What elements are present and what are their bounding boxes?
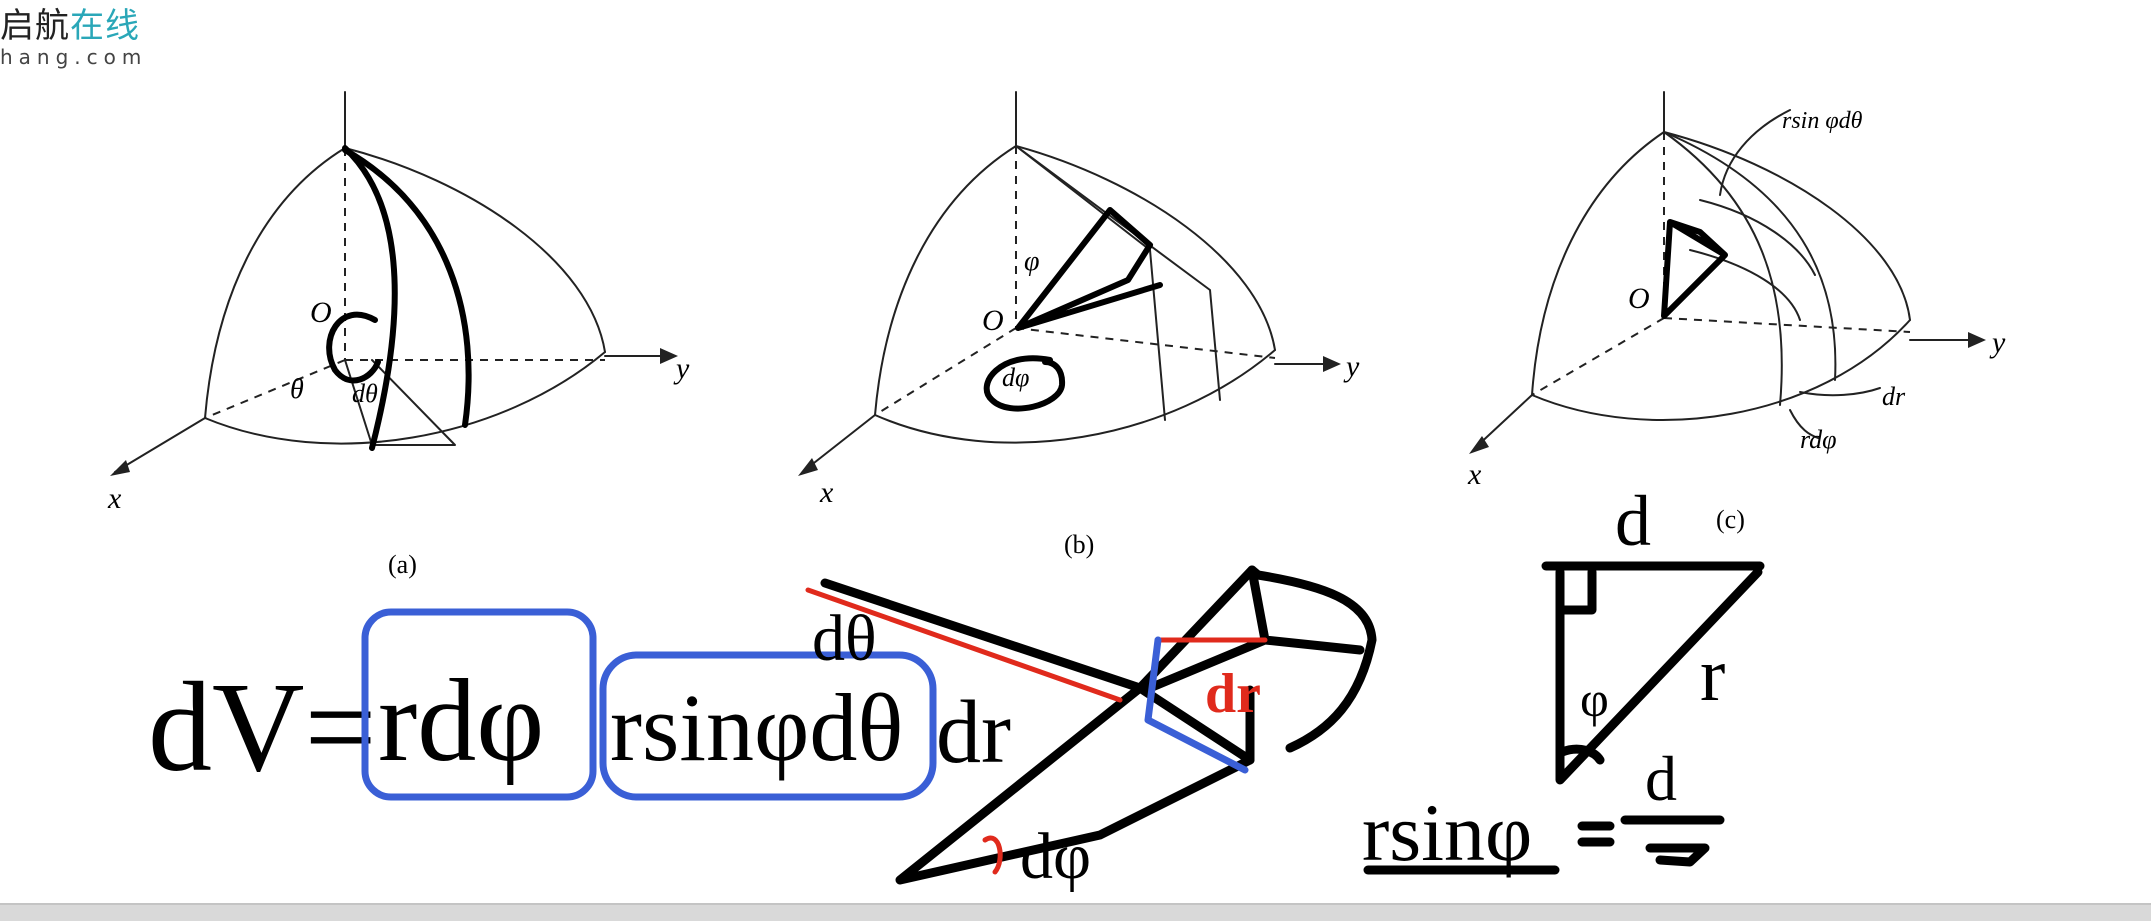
panel-c-x-arrow <box>1469 436 1489 454</box>
triangle-sides <box>1555 567 1763 785</box>
panel-b-x-axis <box>804 414 876 471</box>
wedge-dphi-label: dφ <box>1020 820 1091 893</box>
panel-a-x-dashed <box>204 359 346 419</box>
formula-box-2 <box>599 651 937 801</box>
panel-a-x-axis <box>114 417 206 473</box>
panel-b-x-arrow <box>798 458 818 476</box>
equation-rhs-top: d <box>1645 743 1677 814</box>
panel-c-arc-bottom <box>1531 319 1911 421</box>
triangle-top-label: d <box>1615 481 1651 561</box>
panel-a-origin-label: O <box>310 296 332 329</box>
panel-b-y-dashed <box>1015 327 1276 359</box>
panel-b-x-label: x <box>819 476 834 509</box>
wedge-dtheta-label: dθ <box>812 602 877 675</box>
panel-a-arc-left <box>204 147 346 419</box>
wedge-bottom-face <box>895 683 1255 885</box>
bottom-scroll-bar <box>0 903 2151 921</box>
panel-c-ink-wedge <box>1661 219 1728 319</box>
panel-c-rsin-leader <box>1719 109 1791 196</box>
panel-c-dr-leader <box>1799 387 1881 397</box>
panel-a-diagram: O θ dθ x y (a) <box>107 91 690 579</box>
triangle-r-label: r <box>1700 633 1725 717</box>
triangle-right-angle <box>1557 567 1597 615</box>
panel-b-diagram: φ O dφ x y (b) <box>798 91 1360 559</box>
panel-c-rsin-label: rsin φdθ <box>1782 108 1863 134</box>
panel-b-dphi-label: dφ <box>1002 363 1029 392</box>
panel-a-theta-label: θ <box>290 374 304 405</box>
panel-c-meridian-1 <box>1663 131 1783 406</box>
panel-c-dr-label: dr <box>1882 382 1906 411</box>
wedge-red-dtheta-edge <box>805 587 1268 703</box>
formula-box-1-text: rdφ <box>378 655 544 786</box>
brand-subtitle: hang.com <box>0 45 148 69</box>
panel-c-caption: (c) <box>1716 505 1745 534</box>
panel-c-arc-right <box>1663 131 1911 321</box>
panel-a-caption: (a) <box>388 550 417 579</box>
panel-a-ink-slice-left <box>342 145 398 451</box>
panel-c-diagram: rsin φdθ O dr rdφ x y (c) <box>1467 91 2006 534</box>
panel-a-y-arrow <box>660 348 678 364</box>
wedge-blue-edges <box>1144 636 1249 774</box>
panel-c-arc-left <box>1531 131 1665 396</box>
panel-b-phi-label: φ <box>1024 246 1040 277</box>
equation-lhs: rsinφ <box>1362 787 1532 878</box>
panel-c-y-dashed <box>1663 317 1911 333</box>
panel-b-y-label: y <box>1343 350 1360 383</box>
panel-c-x-dashed <box>1531 317 1665 396</box>
panel-b-x-dashed <box>874 327 1017 416</box>
brand-logo: 启航在线 hang.com <box>0 6 147 68</box>
panel-a-slice <box>344 359 456 446</box>
panel-a-dtheta-label: dθ <box>352 379 378 408</box>
panel-c-meridian-2 <box>1663 131 1837 381</box>
panel-a-ink-slice-right <box>342 147 472 428</box>
wedge-dr-label: dr <box>1205 663 1261 725</box>
panel-b-y-arrow <box>1323 356 1341 372</box>
panel-c-x-label: x <box>1467 458 1482 491</box>
panel-b-caption: (b) <box>1064 530 1094 559</box>
panel-c-rdphi-label: rdφ <box>1800 425 1837 454</box>
formula-box-1 <box>361 608 597 801</box>
triangle-phi-label: φ <box>1580 671 1609 727</box>
panel-c-rdphi-leader <box>1789 409 1819 439</box>
panel-b-arc-left <box>874 145 1017 416</box>
panel-c-origin-label: O <box>1628 282 1650 315</box>
formula-tail: dr <box>936 683 1011 782</box>
panel-c-y-label: y <box>1989 326 2006 359</box>
panel-a-x-label: x <box>107 482 122 515</box>
panel-b-ink-dphi-loop <box>983 355 1066 412</box>
handwritten-formula: dV= rdφ rsinφdθ dr <box>148 608 1011 801</box>
panel-a-y-label: y <box>673 352 690 385</box>
panel-a-x-arrow <box>110 460 130 476</box>
formula-lhs: dV= <box>148 656 377 798</box>
handwritten-wedge: dθ dr dφ <box>805 565 1377 893</box>
handwritten-triangle: d φ r rsinφ d <box>1362 481 1765 878</box>
equation-equals <box>1577 821 1615 847</box>
panel-a-arc-right <box>344 147 606 353</box>
panel-c-parallels <box>1689 199 1816 321</box>
brand-title: 启航在线 <box>0 6 140 46</box>
panel-a-arc-bottom <box>204 351 606 445</box>
panel-b-arc-right <box>1015 145 1276 351</box>
panel-b-meridian-2 <box>1015 145 1221 401</box>
panel-b-arc-bottom <box>874 349 1276 444</box>
wedge-top-outline <box>820 565 1377 753</box>
panel-b-meridian-1 <box>1015 145 1166 421</box>
panel-b-origin-label: O <box>982 304 1004 337</box>
panel-a-ink-theta-loop <box>326 311 381 384</box>
panel-c-x-axis <box>1474 394 1533 449</box>
panel-b-ink-cone <box>1015 207 1163 331</box>
wedge-red-dphi-arc <box>982 835 1003 875</box>
equation-rhs-scribble <box>1645 843 1710 867</box>
triangle-phi-arc <box>1557 744 1605 765</box>
formula-box-2-text: rsinφdθ <box>610 674 903 781</box>
panel-c-y-arrow <box>1968 332 1986 348</box>
